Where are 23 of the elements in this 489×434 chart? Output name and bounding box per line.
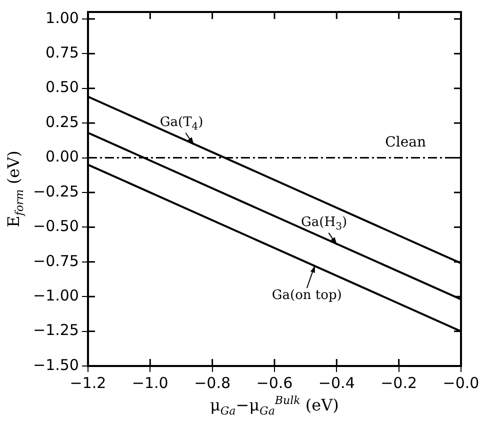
x-tick-label: −1.0 — [132, 374, 168, 392]
x-tick-label: −0.6 — [256, 374, 293, 392]
ref-line-label: Clean — [385, 134, 426, 150]
x-tick-label: −0.2 — [380, 374, 418, 392]
annotation: Ga(H$_{3}$) — [301, 214, 348, 234]
y-tick-label: −1.00 — [33, 286, 79, 304]
y-tick-label: −1.50 — [33, 356, 79, 374]
y-tick-label: 0.25 — [46, 112, 79, 131]
x-tick-label: −0.4 — [318, 374, 355, 392]
y-tick-label: −0.25 — [33, 182, 79, 200]
y-tick-label: −0.50 — [33, 217, 79, 236]
x-tick-label: −0.8 — [194, 374, 231, 392]
x-tick-label: −1.2 — [70, 374, 106, 392]
y-tick-label: 1.00 — [46, 8, 79, 27]
y-tick-label: 0.75 — [46, 44, 79, 62]
y-tick-label: −1.25 — [33, 321, 79, 340]
y-tick-label: 0.50 — [46, 78, 79, 96]
annotation: Ga(T$_{4}$) — [160, 114, 204, 134]
annotation: Ga(on top) — [272, 288, 342, 304]
x-tick-label: −0.0 — [442, 374, 480, 392]
y-tick-label: 0.00 — [46, 148, 79, 166]
x-axis-title: μ$_{Ga}$−μ$_{Ga}$$^{Bulk}$ (eV) — [210, 394, 339, 418]
y-tick-label: −0.75 — [33, 252, 79, 270]
